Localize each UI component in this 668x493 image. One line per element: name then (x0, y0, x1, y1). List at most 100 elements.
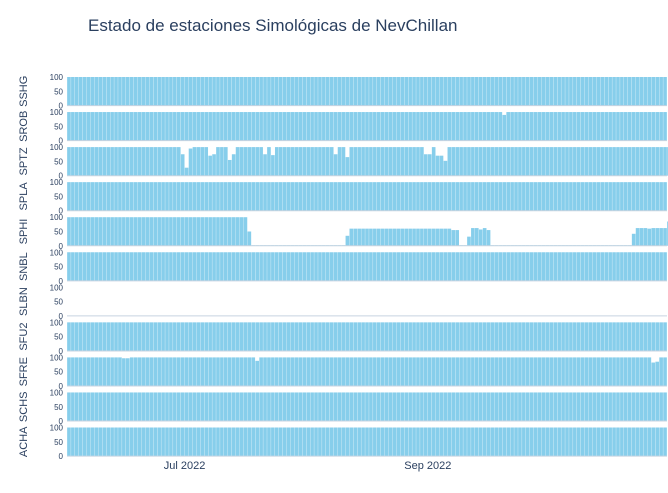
bar-spla (455, 182, 460, 211)
bar-srob (576, 112, 581, 141)
bar-sphi (78, 217, 83, 246)
bar-spla (325, 182, 330, 211)
bar-srob (631, 112, 636, 141)
bar-sptz (243, 147, 248, 176)
bar-schs (545, 392, 550, 422)
bar-sshg (267, 77, 271, 106)
bar-sshg (325, 77, 330, 106)
bar-spla (94, 182, 99, 211)
bar-sphi (106, 217, 110, 246)
bar-sshg (314, 77, 318, 106)
bar-sptz (149, 147, 154, 176)
bar-acha (235, 427, 240, 457)
bar-schs (408, 392, 412, 422)
bar-sptz (220, 147, 224, 176)
bar-srob (196, 112, 201, 141)
bar-spla (314, 182, 318, 211)
bar-spla (122, 182, 126, 211)
bar-sfre (565, 357, 569, 386)
bar-sfu2 (612, 322, 616, 351)
bar-srob (643, 112, 648, 141)
bar-schs (439, 392, 444, 422)
bar-snbl (267, 252, 271, 281)
bar-sfu2 (514, 322, 518, 351)
bar-acha (592, 427, 597, 457)
bar-sptz (341, 147, 346, 176)
bar-spla (510, 182, 514, 211)
y-tick-label: 0 (59, 452, 64, 461)
bar-sfu2 (122, 322, 126, 351)
bar-srob (173, 112, 177, 141)
bar-sphi (471, 228, 475, 246)
bar-sphi (651, 228, 656, 246)
bar-snbl (353, 252, 358, 281)
bar-sfre (376, 357, 381, 386)
bar-acha (388, 427, 393, 457)
bar-acha (451, 427, 456, 457)
bar-acha (357, 427, 361, 457)
bar-sptz (239, 147, 244, 176)
bar-schs (494, 392, 499, 422)
bar-schs (274, 392, 279, 422)
bar-acha (573, 427, 577, 457)
bar-sfu2 (227, 322, 232, 351)
bar-sfu2 (533, 322, 538, 351)
bar-sfu2 (235, 322, 240, 351)
bar-acha (173, 427, 177, 457)
bar-sptz (278, 147, 283, 176)
bar-sfu2 (102, 322, 107, 351)
y-tick-label: 100 (50, 353, 64, 362)
bar-srob (274, 112, 279, 141)
bar-srob (459, 112, 463, 141)
bar-sfu2 (333, 322, 338, 351)
bar-sfre (94, 357, 99, 386)
bar-sphi (482, 228, 487, 246)
bar-srob (518, 112, 522, 141)
bar-snbl (373, 252, 377, 281)
bar-sphi (133, 217, 138, 246)
bar-acha (412, 427, 416, 457)
bar-sshg (251, 77, 256, 106)
bar-sshg (388, 77, 393, 106)
bar-srob (396, 112, 401, 141)
bar-schs (314, 392, 318, 422)
bar-snbl (522, 252, 526, 281)
bar-schs (624, 392, 628, 422)
bar-schs (608, 392, 612, 422)
bar-srob (361, 112, 365, 141)
bar-acha (596, 427, 601, 457)
bar-sfre (267, 357, 271, 386)
bar-acha (94, 427, 99, 457)
bar-sshg (337, 77, 342, 106)
bar-sfre (180, 357, 185, 386)
bar-acha (494, 427, 499, 457)
bar-sphi (357, 228, 361, 246)
bar-spla (243, 182, 248, 211)
bar-schs (282, 392, 287, 422)
bar-spla (553, 182, 558, 211)
bar-sptz (184, 167, 189, 176)
bar-acha (231, 427, 236, 457)
bar-sfu2 (212, 322, 216, 351)
bar-sfu2 (94, 322, 99, 351)
bar-acha (380, 427, 385, 457)
bar-schs (498, 392, 503, 422)
bar-sfre (506, 357, 510, 386)
bar-snbl (541, 252, 546, 281)
bar-spla (82, 182, 87, 211)
bar-acha (478, 427, 483, 457)
bar-sshg (137, 77, 142, 106)
bar-acha (490, 427, 495, 457)
bar-snbl (612, 252, 616, 281)
bar-acha (325, 427, 330, 457)
bar-spla (196, 182, 201, 211)
bar-schs (416, 392, 420, 422)
bar-schs (192, 392, 197, 422)
bar-sfre (600, 357, 605, 386)
bar-acha (302, 427, 307, 457)
bar-sshg (263, 77, 267, 106)
bar-srob (612, 112, 616, 141)
bar-acha (176, 427, 181, 457)
bar-sfre (557, 357, 561, 386)
bar-sfre (380, 357, 385, 386)
